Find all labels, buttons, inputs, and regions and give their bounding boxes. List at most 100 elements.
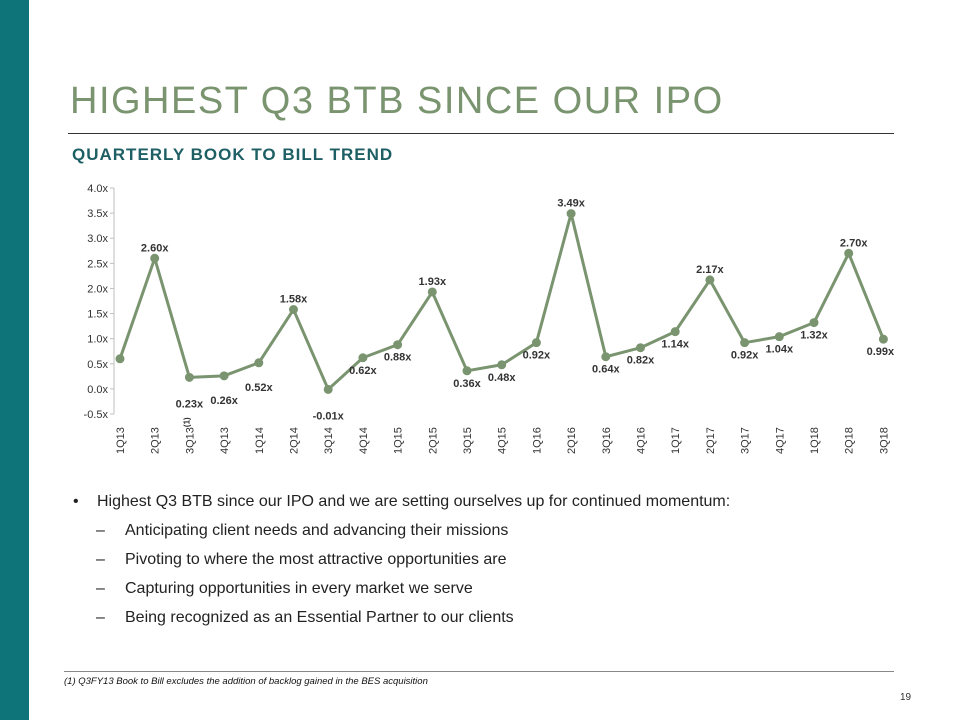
- x-tick-label: 2Q14: [289, 427, 301, 454]
- sub-bullet-text: Capturing opportunities in every market …: [125, 580, 473, 597]
- data-point: [878, 334, 888, 344]
- sidebar-accent-bar: [0, 0, 29, 720]
- y-tick-label: -0.5x: [84, 409, 109, 421]
- dash-icon: –: [96, 551, 105, 568]
- footnote-divider: [64, 671, 894, 672]
- y-tick-label: 3.5x: [87, 208, 108, 220]
- x-tick-label: 4Q13: [219, 427, 231, 454]
- y-tick-label: 1.5x: [87, 309, 108, 321]
- y-tick-label: 1.0x: [87, 334, 108, 346]
- data-label: 0.48x: [488, 372, 516, 384]
- data-label: 2.17x: [696, 264, 724, 276]
- sub-bullet: – Being recognized as an Essential Partn…: [72, 603, 932, 632]
- bullet-icon: •: [73, 493, 79, 510]
- data-point: [566, 209, 576, 219]
- data-label: 1.04x: [766, 344, 794, 356]
- x-tick-label: 4Q17: [774, 427, 786, 454]
- data-point: [150, 253, 160, 263]
- data-label: 0.36x: [453, 378, 481, 390]
- slide-title: HIGHEST Q3 BTB SINCE OUR IPO: [70, 80, 724, 122]
- x-tick-label: 3Q18: [878, 427, 890, 454]
- data-label: 1.14x: [661, 339, 689, 351]
- main-bullet-text: Highest Q3 BTB since our IPO and we are …: [97, 493, 731, 510]
- x-tick-label: 3Q17: [740, 427, 752, 454]
- dash-icon: –: [96, 580, 105, 597]
- x-tick-label: 2Q16: [566, 427, 578, 454]
- y-tick-label: 0.5x: [87, 359, 108, 371]
- data-label: 0.26x: [210, 395, 238, 407]
- y-tick-label: 3.0x: [87, 233, 108, 245]
- data-point: [462, 366, 472, 376]
- data-point: [601, 352, 611, 362]
- data-point: [254, 358, 264, 368]
- data-label: 2.60x: [141, 242, 169, 254]
- x-tick-label: 4Q15: [497, 427, 509, 454]
- page-number: 19: [900, 692, 912, 703]
- data-label: 0.88x: [384, 352, 412, 364]
- data-point: [427, 287, 437, 297]
- data-label: 0.92x: [523, 350, 551, 362]
- data-label: 0.62x: [349, 365, 377, 377]
- x-tick-label: 1Q13: [115, 427, 127, 454]
- data-label: 1.32x: [800, 330, 828, 342]
- data-point: [184, 372, 194, 382]
- sub-bullet-text: Pivoting to where the most attractive op…: [125, 551, 507, 568]
- sub-bullet: – Pivoting to where the most attractive …: [72, 545, 932, 574]
- data-point: [289, 305, 298, 315]
- data-label: 2.70x: [840, 237, 868, 249]
- data-point: [393, 340, 403, 350]
- x-tick-label: 4Q16: [636, 427, 648, 454]
- data-point: [705, 275, 715, 285]
- data-label: 1.93x: [419, 276, 447, 288]
- data-point: [531, 338, 541, 348]
- footnote: (1) Q3FY13 Book to Bill excludes the add…: [64, 676, 428, 687]
- data-point: [740, 338, 750, 348]
- bullet-list: • Highest Q3 BTB since our IPO and we ar…: [72, 487, 932, 632]
- data-point: [636, 343, 645, 353]
- y-tick-label: 2.5x: [87, 258, 108, 270]
- data-point: [809, 318, 819, 328]
- x-tick-label: 1Q14: [254, 427, 266, 454]
- data-point: [774, 332, 784, 342]
- y-tick-label: 0.0x: [87, 384, 108, 396]
- data-point: [219, 371, 229, 381]
- data-label: 1.58x: [280, 294, 308, 306]
- sub-bullet-text: Being recognized as an Essential Partner…: [125, 609, 514, 626]
- data-label: 3.49x: [557, 198, 585, 210]
- sub-bullet: – Anticipating client needs and advancin…: [72, 516, 932, 545]
- data-label: 0.99x: [867, 346, 895, 358]
- x-tick-label: 3Q13(1): [182, 417, 196, 454]
- dash-icon: –: [96, 522, 105, 539]
- data-label: 0.64x: [592, 364, 620, 376]
- x-tick-label: 3Q16: [601, 427, 613, 454]
- main-bullet: • Highest Q3 BTB since our IPO and we ar…: [72, 487, 932, 516]
- data-point: [844, 248, 854, 258]
- y-tick-label: 4.0x: [87, 183, 108, 195]
- x-tick-label: 2Q17: [705, 427, 717, 454]
- x-tick-label: 3Q15: [462, 427, 474, 454]
- title-divider: [68, 133, 894, 134]
- data-label: 0.52x: [245, 382, 273, 394]
- y-tick-label: 2.0x: [87, 283, 108, 295]
- x-tick-label: 1Q15: [393, 427, 405, 454]
- x-tick-label: 1Q16: [531, 427, 543, 454]
- x-tick-label: 1Q17: [670, 427, 682, 454]
- data-point: [115, 354, 125, 364]
- x-tick-label: 2Q18: [844, 427, 856, 454]
- data-point: [323, 384, 333, 394]
- x-tick-label: 2Q13: [150, 427, 162, 454]
- data-point: [358, 353, 368, 363]
- data-point: [497, 360, 507, 370]
- x-tick-label: 3Q14: [323, 427, 335, 454]
- sub-bullet-text: Anticipating client needs and advancing …: [125, 522, 509, 539]
- data-label: -0.01x: [313, 410, 345, 422]
- chart-subtitle: QUARTERLY BOOK TO BILL TREND: [72, 145, 394, 164]
- data-label: 0.92x: [731, 350, 759, 362]
- sub-bullet: – Capturing opportunities in every marke…: [72, 574, 932, 603]
- dash-icon: –: [96, 609, 105, 626]
- x-tick-label: 2Q15: [427, 427, 439, 454]
- data-label: 0.23x: [176, 398, 204, 410]
- data-label: 0.82x: [627, 355, 655, 367]
- book-to-bill-chart: -0.5x 0.0x 0.5x 1.0x 1.5x 2.0x 2.5x 3.0x 3.5x 4.0…: [84, 183, 896, 454]
- x-tick-label: 1Q18: [809, 427, 821, 454]
